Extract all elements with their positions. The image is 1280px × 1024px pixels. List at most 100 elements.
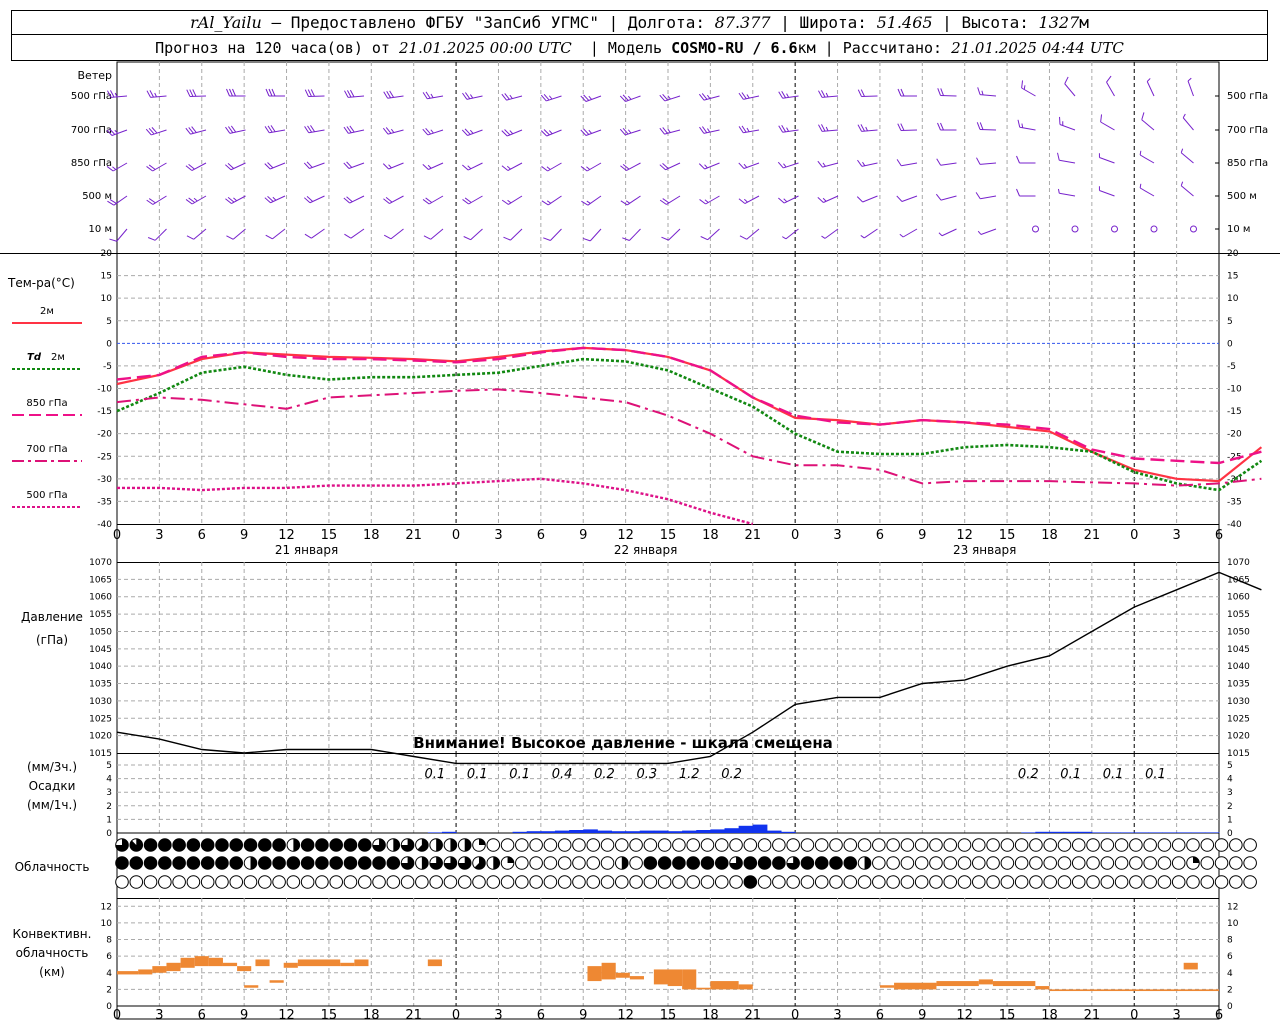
- barb-shaft: [980, 195, 997, 200]
- barb-feather: [1064, 76, 1069, 84]
- calm-wind-marker: [1111, 225, 1118, 233]
- barb-half-feather: [783, 163, 787, 168]
- wind-barb: [582, 228, 602, 242]
- x-tick-label-bottom: 15: [321, 1008, 338, 1023]
- cloud-symbol: [872, 856, 886, 870]
- barb-half-feather: [1139, 183, 1142, 189]
- precip-tick-label-right: 1: [1227, 815, 1233, 825]
- cloud-circle: [1071, 875, 1086, 889]
- station-name: rAl_Yailu: [190, 13, 262, 32]
- barb-shaft: [390, 228, 404, 240]
- cloud-symbol: [757, 856, 772, 870]
- temp-tick-label: 15: [101, 272, 112, 282]
- x-tick-label-bottom: 21: [1084, 1008, 1101, 1023]
- cloud-symbol: [400, 856, 415, 870]
- barb-feather: [385, 127, 392, 134]
- cloud-circle: [1029, 856, 1043, 870]
- barb-half-feather: [1023, 85, 1026, 90]
- x-tick-label-bottom: 3: [1172, 1008, 1180, 1023]
- cloud-circle: [1214, 875, 1229, 889]
- barb-feather: [501, 165, 509, 171]
- x-tick-label: 6: [198, 528, 206, 543]
- precip-total-label: 0.1: [425, 767, 446, 782]
- cloud-symbol: [900, 875, 915, 889]
- temp-tick-label-right: 10: [1227, 294, 1239, 304]
- precip-total-label: 0.3: [636, 767, 657, 782]
- day-label: 22 января: [614, 543, 677, 557]
- barb-shaft: [508, 195, 523, 205]
- cloud-symbol: [1057, 856, 1072, 870]
- x-tick-label: 21: [744, 528, 761, 543]
- cloud-symbol: [615, 838, 629, 852]
- wind-barb: [462, 195, 483, 205]
- barb-feather: [188, 163, 195, 170]
- barb-feather: [541, 166, 548, 172]
- cloud-symbol: [772, 838, 786, 852]
- x-tick-label: 9: [579, 528, 587, 543]
- barb-shaft: [901, 195, 918, 202]
- cloud-circle: [372, 875, 386, 889]
- cloud-circle: [1086, 875, 1100, 889]
- barb-feather: [700, 236, 708, 241]
- cloud-symbol: [486, 875, 501, 889]
- barb-feather: [979, 122, 984, 130]
- temp-axis-title: Тем-ра(°С): [7, 276, 75, 290]
- barb-half-feather: [427, 164, 432, 169]
- cloud-symbol: [972, 875, 986, 889]
- wind-barb: [501, 195, 523, 205]
- cloud-circle: [1200, 838, 1215, 852]
- barb-feather: [580, 166, 588, 172]
- barb-feather: [382, 127, 389, 135]
- cloud-symbol: [357, 838, 372, 852]
- barb-feather: [422, 163, 429, 170]
- conv-segment: [194, 956, 209, 967]
- barb-feather: [581, 200, 589, 206]
- x-tick-label: 3: [155, 528, 163, 543]
- cloud-circle: [1057, 875, 1072, 889]
- precip-bar: [738, 825, 754, 833]
- cloud-circle: [515, 875, 529, 889]
- cloud-symbol: [400, 838, 415, 852]
- cloud-symbol: [1129, 875, 1143, 889]
- wind-level-label-right: 700 гПа: [1227, 125, 1268, 136]
- wind-barb: [303, 195, 325, 204]
- pressure-tick-label-right: 1025: [1227, 714, 1250, 724]
- cloud-fill: [786, 856, 800, 870]
- cloud-circle: [158, 875, 172, 889]
- barb-shaft: [111, 129, 128, 136]
- barb-feather: [349, 125, 355, 133]
- cloud-symbol: [914, 875, 929, 889]
- precip-tick-label: 3: [106, 788, 112, 798]
- cloud-symbol: [572, 875, 586, 889]
- pressure-tick-label-right: 1020: [1227, 732, 1250, 742]
- wind-barb: [1100, 114, 1115, 131]
- cloud-circle: [800, 875, 815, 889]
- conv-tick-label: 10: [101, 919, 113, 929]
- legend-label: 700 гПа: [26, 444, 67, 455]
- cloud-circle: [600, 875, 615, 889]
- cloud-circle: [772, 838, 786, 852]
- cloud-symbol: [143, 838, 158, 852]
- barb-feather: [856, 196, 864, 203]
- cloud-symbol: [357, 856, 372, 870]
- barb-shaft: [585, 95, 602, 102]
- cloud-symbol: [286, 838, 301, 852]
- wind-barb: [698, 93, 720, 101]
- barb-shaft: [428, 195, 444, 205]
- cloud-symbol: [1071, 856, 1086, 870]
- pressure-tick-label: 1045: [89, 645, 112, 655]
- cloud-fill: [493, 856, 500, 870]
- barb-half-feather: [272, 196, 277, 201]
- cloud-fill: [372, 856, 386, 870]
- cloud-symbol: [943, 875, 958, 889]
- wind-barb: [383, 195, 404, 204]
- cloud-symbol: [986, 875, 1000, 889]
- wind-barb: [1057, 152, 1076, 164]
- barb-feather: [264, 163, 271, 170]
- barb-feather: [501, 93, 507, 101]
- conv-segment: [668, 969, 683, 987]
- cloud-circle: [500, 875, 515, 889]
- barb-feather: [937, 122, 941, 131]
- cloud-circle: [843, 875, 858, 889]
- pressure-tick-label: 1050: [89, 627, 112, 637]
